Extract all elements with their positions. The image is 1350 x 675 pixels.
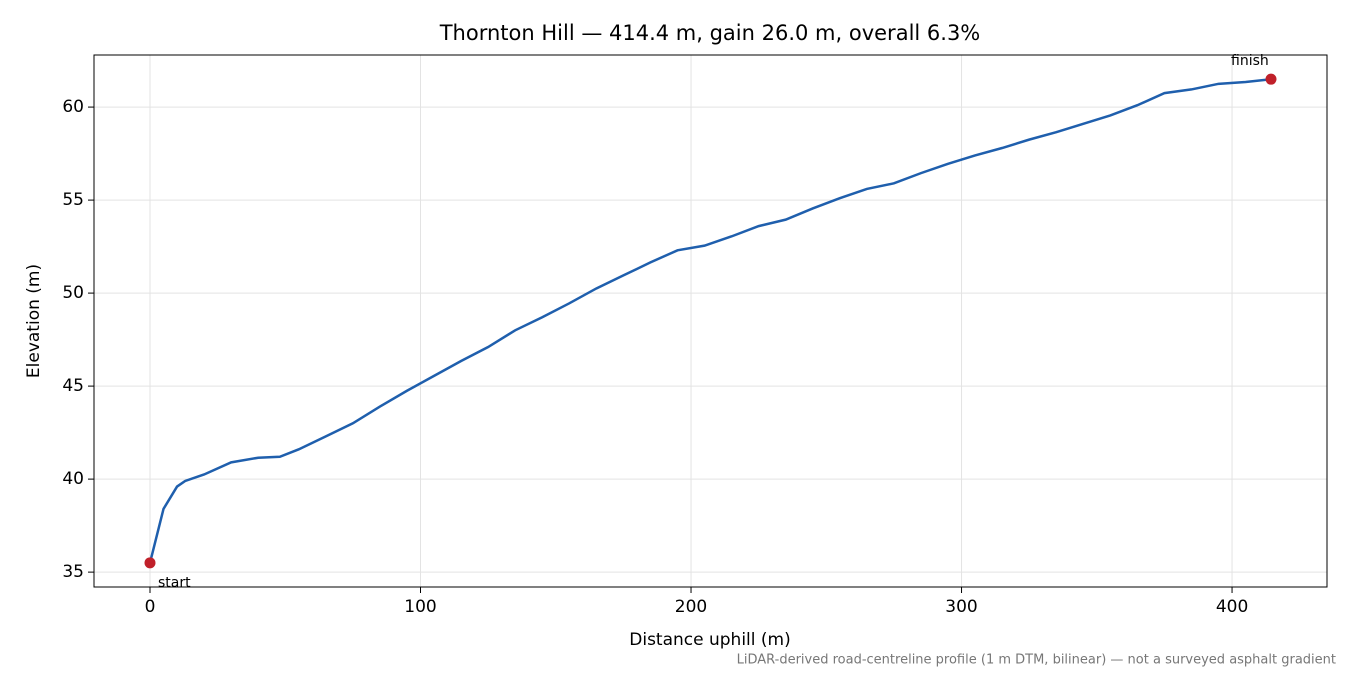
y-tick-label: 35: [62, 562, 84, 582]
chart-title: Thornton Hill — 414.4 m, gain 26.0 m, ov…: [439, 21, 981, 45]
x-tick-label: 0: [145, 597, 156, 617]
y-tick-label: 55: [62, 190, 84, 210]
y-tick-label: 45: [62, 376, 84, 396]
finish-marker: [1265, 73, 1277, 85]
y-tick-label: 40: [62, 469, 84, 489]
start-marker: [144, 557, 156, 569]
y-tick-label: 60: [62, 97, 84, 117]
x-tick-label: 100: [404, 597, 436, 617]
plot-frame: [93, 54, 1328, 588]
y-tick-label: 50: [62, 283, 84, 303]
x-axis-label: Distance uphill (m): [629, 630, 790, 650]
footnote: LiDAR-derived road-centreline profile (1…: [737, 653, 1336, 668]
endpoint-label: finish: [1231, 53, 1269, 69]
elevation-line: [148, 77, 1272, 564]
x-tick-label: 400: [1216, 597, 1248, 617]
x-tick-label: 200: [675, 597, 707, 617]
endpoint-label: start: [158, 575, 191, 591]
x-tick-label: 300: [945, 597, 977, 617]
y-axis-label: Elevation (m): [24, 264, 44, 378]
